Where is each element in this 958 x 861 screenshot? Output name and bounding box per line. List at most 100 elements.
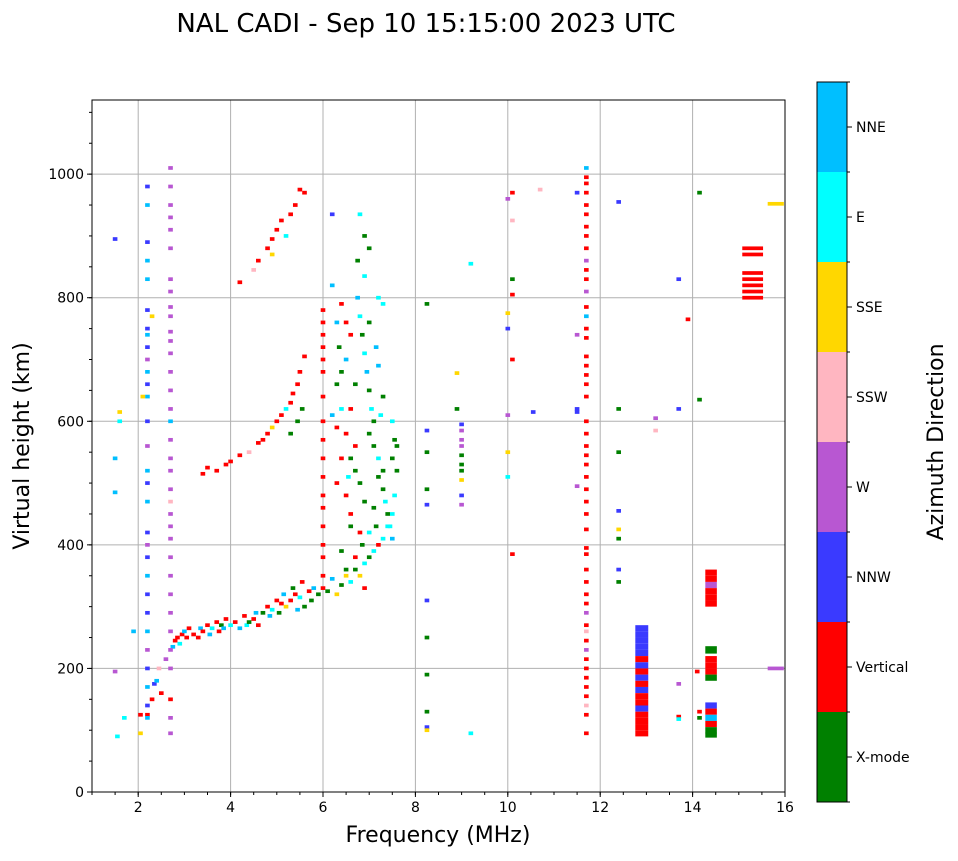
data-point-x-mode <box>309 598 314 603</box>
data-point-w <box>168 351 173 356</box>
data-point-vertical <box>635 693 649 700</box>
data-point-nnw <box>676 277 682 282</box>
data-point-vertical <box>191 632 196 637</box>
data-point-sse <box>616 527 621 532</box>
data-point-vertical <box>200 471 206 476</box>
data-point-x-mode <box>705 732 717 738</box>
data-point-vertical <box>676 714 682 719</box>
data-point-vertical <box>297 370 303 374</box>
data-point-ssw <box>653 428 658 433</box>
y-axis-ticks: 0 200 400 600 800 1000 <box>48 111 92 801</box>
data-point-x-mode <box>325 589 330 594</box>
data-point-x-mode <box>380 394 386 399</box>
data-point-nnw <box>112 237 118 241</box>
data-point-vertical <box>228 459 233 464</box>
data-point-sse <box>334 592 340 597</box>
colorbar-label: Azimuth Direction <box>924 343 949 540</box>
data-point-vertical <box>584 203 589 207</box>
data-point-x-mode <box>376 475 381 479</box>
data-point-w <box>168 314 173 319</box>
data-point-vertical <box>510 552 515 556</box>
data-point-vertical <box>584 354 589 359</box>
data-point-vertical <box>320 308 326 312</box>
data-point-e <box>244 623 250 628</box>
data-point-nnw <box>145 481 150 485</box>
colorbar-swatch-vertical <box>817 622 847 712</box>
data-point-sse <box>140 394 146 399</box>
data-point-nne <box>329 283 335 288</box>
data-point-e <box>505 475 511 479</box>
data-point-nne <box>237 626 243 631</box>
colorbar-label-e: E <box>856 210 865 226</box>
data-point-nnw <box>574 410 580 414</box>
data-point-nne <box>355 295 360 300</box>
data-point-w <box>168 573 173 578</box>
chart-title: NAL CADI - Sep 10 15:15:00 2023 UTC <box>176 9 675 39</box>
data-point-nne <box>112 490 118 495</box>
data-point-w <box>584 289 589 294</box>
data-point-w <box>168 407 173 411</box>
data-point-nnw <box>152 682 157 686</box>
data-point-vertical <box>635 680 649 687</box>
data-point-nne <box>584 314 589 319</box>
data-point-vertical <box>584 512 589 516</box>
data-point-w <box>145 444 150 448</box>
data-point-x-mode <box>373 524 379 529</box>
data-point-vertical <box>343 493 349 498</box>
data-point-nne <box>198 626 203 631</box>
data-point-e <box>362 351 367 356</box>
data-point-vertical <box>223 617 229 621</box>
grid-lines <box>92 100 786 793</box>
colorbar-swatch-sse <box>817 262 847 352</box>
data-point-nne <box>253 610 259 615</box>
data-point-x-mode <box>353 468 358 473</box>
data-point-nnw <box>459 493 464 498</box>
data-point-ssw <box>168 499 173 504</box>
data-point-vertical <box>584 394 589 399</box>
data-point-vertical <box>205 465 210 470</box>
data-point-x-mode <box>353 382 358 387</box>
data-point-nne <box>584 166 589 170</box>
colorbar-swatch-x-mode <box>817 712 847 802</box>
data-point-vertical <box>510 292 515 297</box>
data-point-sse <box>357 573 363 578</box>
data-point-nne <box>168 419 173 424</box>
data-point-w <box>112 669 118 674</box>
data-point-vertical <box>584 444 589 448</box>
data-point-vertical <box>320 505 326 510</box>
data-point-w <box>168 524 173 529</box>
colorbar-swatch-ssw <box>817 352 847 442</box>
data-point-vertical <box>584 475 589 479</box>
data-point-x-mode <box>366 246 372 251</box>
data-point-nne <box>373 345 379 349</box>
y-tick-label: 200 <box>57 661 84 677</box>
data-point-e <box>362 561 367 566</box>
data-point-x-mode <box>380 487 386 492</box>
data-point-e <box>362 274 367 278</box>
data-point-vertical <box>216 629 222 634</box>
data-point-nnw <box>145 530 150 535</box>
data-point-x-mode <box>424 709 430 714</box>
data-point-nnw <box>574 407 580 411</box>
data-point-sse <box>269 425 275 430</box>
data-point-nne <box>145 499 150 504</box>
data-point-x-mode <box>459 462 464 467</box>
data-point-vertical <box>186 626 192 631</box>
data-point-x-mode <box>302 604 307 609</box>
x-axis-label: Frequency (MHz) <box>346 823 531 848</box>
data-point-vertical <box>362 586 367 590</box>
data-point-vertical <box>292 592 298 597</box>
data-point-vertical <box>635 656 649 663</box>
data-point-w <box>168 468 173 473</box>
data-point-x-mode <box>276 610 282 615</box>
data-point-x-mode <box>697 716 702 720</box>
data-point-w <box>584 648 589 652</box>
data-point-w <box>168 215 173 220</box>
data-point-vertical <box>584 666 589 671</box>
data-point-w <box>168 227 173 232</box>
data-point-x-mode <box>424 302 430 306</box>
data-point-nnw <box>635 649 649 657</box>
data-point-x-mode <box>366 388 372 393</box>
data-point-e <box>387 524 393 529</box>
data-point-sse <box>454 371 460 375</box>
